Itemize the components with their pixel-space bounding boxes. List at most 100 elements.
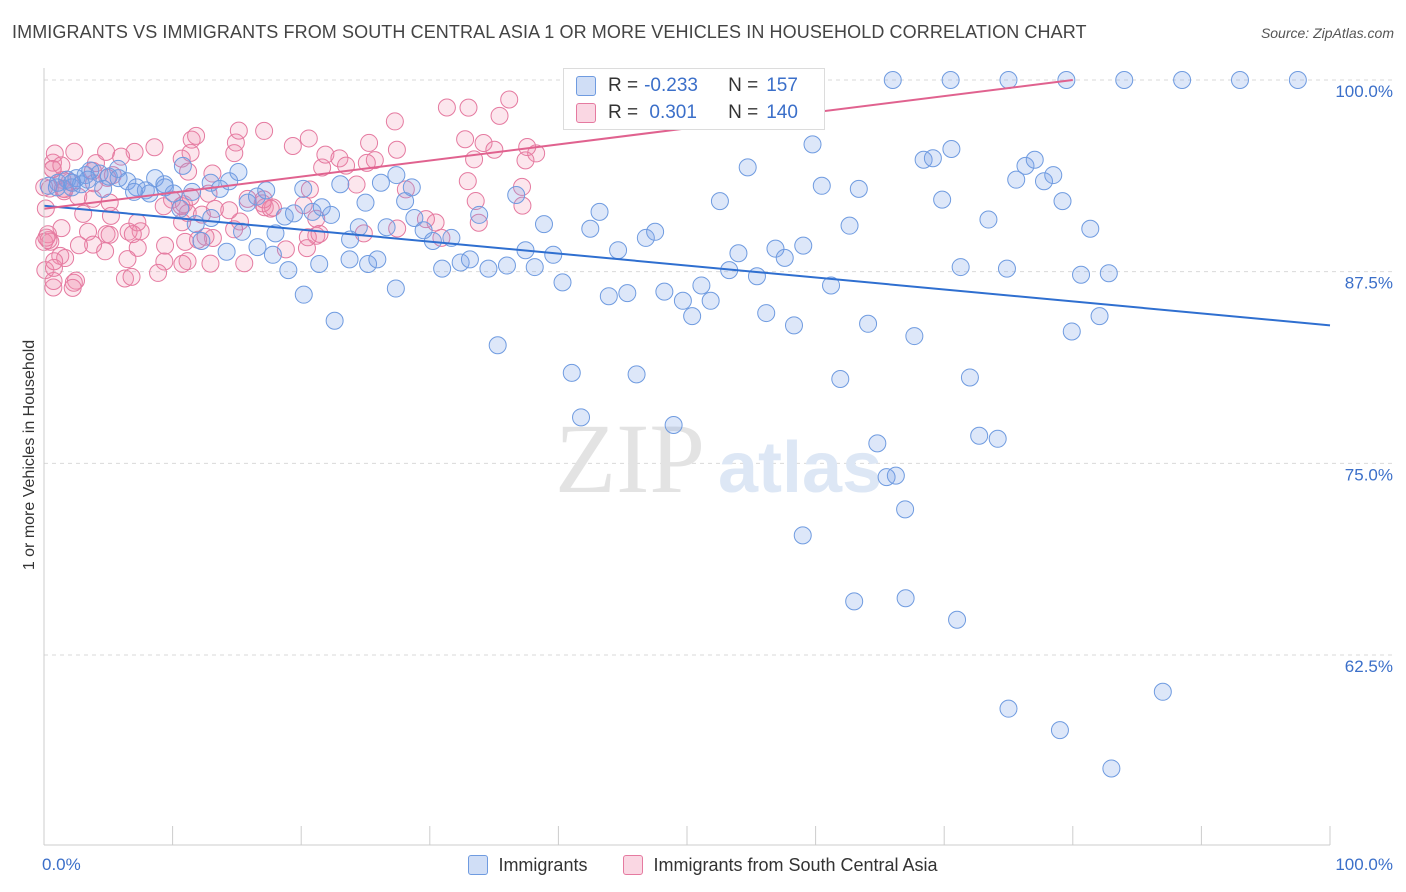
data-point-immigrants xyxy=(646,222,665,241)
data-point-immigrants xyxy=(812,176,831,195)
legend-item-immigrants[interactable]: Immigrants xyxy=(468,855,587,876)
x-tick-label: 0.0% xyxy=(42,855,81,874)
data-point-south-central-asia xyxy=(45,252,64,271)
data-point-immigrants xyxy=(368,250,387,269)
trend-lines xyxy=(43,79,1331,327)
legend-item-south-central-asia[interactable]: Immigrants from South Central Asia xyxy=(623,854,938,876)
data-point-immigrants xyxy=(655,282,674,301)
data-point-immigrants xyxy=(609,241,628,260)
source-label: Source: ZipAtlas.com xyxy=(1260,25,1394,41)
n-label: N = xyxy=(728,102,759,123)
data-point-immigrants xyxy=(294,285,313,304)
data-point-south-central-asia xyxy=(458,172,477,191)
legend-label: Immigrants from South Central Asia xyxy=(653,854,938,875)
data-point-south-central-asia xyxy=(97,142,116,161)
watermark-zip: ZIP xyxy=(555,403,705,514)
data-point-immigrants xyxy=(673,291,692,310)
legend-label: Immigrants xyxy=(498,854,588,875)
data-point-south-central-asia xyxy=(347,175,366,194)
data-point-immigrants xyxy=(371,173,390,192)
r-value: -0.233 xyxy=(644,75,698,96)
blue-swatch xyxy=(576,76,596,96)
data-point-immigrants xyxy=(312,198,331,217)
data-point-south-central-asia xyxy=(115,269,134,288)
data-point-south-central-asia xyxy=(299,129,318,148)
data-point-south-central-asia xyxy=(173,254,192,273)
data-point-south-central-asia xyxy=(178,252,197,271)
data-point-immigrants xyxy=(581,219,600,238)
data-point-immigrants xyxy=(356,193,375,212)
data-point-south-central-asia xyxy=(128,238,147,257)
data-point-south-central-asia xyxy=(385,112,404,131)
data-point-immigrants xyxy=(849,179,868,198)
data-point-immigrants xyxy=(896,500,915,519)
x-tick-labels: 0.0% 100.0% xyxy=(42,855,1393,874)
blue-series-points xyxy=(39,71,1307,778)
pink-series-points xyxy=(35,90,546,297)
data-point-south-central-asia xyxy=(330,149,349,168)
data-point-immigrants xyxy=(831,370,850,388)
data-point-immigrants xyxy=(794,236,813,255)
data-point-south-central-asia xyxy=(44,278,63,297)
data-point-immigrants xyxy=(1034,172,1053,191)
stats-row-south-central-asia: R = 0.301 N = 140 xyxy=(576,102,798,124)
data-point-immigrants xyxy=(618,284,637,303)
data-point-immigrants xyxy=(793,526,812,545)
data-point-immigrants xyxy=(488,336,507,355)
data-point-south-central-asia xyxy=(84,235,103,254)
data-point-south-central-asia xyxy=(37,228,56,247)
data-point-south-central-asia xyxy=(316,145,335,164)
data-point-immigrants xyxy=(859,314,878,333)
data-point-south-central-asia xyxy=(122,267,141,286)
data-point-south-central-asia xyxy=(298,228,317,247)
blue-swatch xyxy=(468,855,489,875)
data-point-immigrants xyxy=(247,187,266,206)
data-point-immigrants xyxy=(997,259,1016,278)
data-point-immigrants xyxy=(63,173,82,192)
data-point-south-central-asia xyxy=(187,126,206,145)
data-point-immigrants xyxy=(1072,265,1091,284)
data-point-immigrants xyxy=(636,228,655,247)
data-point-immigrants xyxy=(340,250,359,269)
data-point-south-central-asia xyxy=(387,140,406,159)
data-point-immigrants xyxy=(845,592,864,611)
data-point-south-central-asia xyxy=(179,162,198,181)
data-point-immigrants xyxy=(886,466,905,485)
data-point-south-central-asia xyxy=(527,144,546,163)
data-point-immigrants xyxy=(1081,219,1100,238)
data-point-immigrants xyxy=(784,316,803,335)
data-point-south-central-asia xyxy=(300,180,319,199)
data-point-immigrants xyxy=(78,170,97,189)
data-point-south-central-asia xyxy=(437,98,456,117)
data-point-immigrants xyxy=(460,250,479,269)
data-point-immigrants xyxy=(497,256,516,275)
data-point-immigrants xyxy=(266,224,285,243)
series-legend: Immigrants Immigrants from South Central… xyxy=(0,852,1406,878)
data-point-south-central-asia xyxy=(255,121,274,140)
data-point-immigrants xyxy=(896,589,915,608)
data-point-immigrants xyxy=(941,71,960,89)
y-axis-label: 1 or more Vehicles in Household xyxy=(21,339,38,571)
data-point-immigrants xyxy=(433,259,452,278)
data-point-south-central-asia xyxy=(203,229,222,248)
stats-legend: R = -0.233 N = 157 R = 0.301 N = 140 xyxy=(563,68,825,130)
data-point-immigrants xyxy=(402,178,421,197)
data-point-immigrants xyxy=(664,416,683,434)
data-point-immigrants xyxy=(710,192,729,211)
data-point-south-central-asia xyxy=(360,133,379,152)
data-point-south-central-asia xyxy=(125,142,144,161)
y-tick-label: 87.5% xyxy=(1345,274,1393,293)
data-point-immigrants xyxy=(386,279,405,298)
data-point-immigrants xyxy=(960,368,979,387)
n-label: N = xyxy=(728,75,759,96)
x-tick-label: 100.0% xyxy=(1335,855,1393,874)
data-point-south-central-asia xyxy=(220,201,239,220)
data-point-south-central-asia xyxy=(44,271,63,290)
data-point-immigrants xyxy=(1062,322,1081,341)
data-point-immigrants xyxy=(303,202,322,221)
r-label: R = xyxy=(608,102,639,123)
data-point-immigrants xyxy=(192,232,211,250)
data-point-south-central-asia xyxy=(69,236,88,255)
data-point-immigrants xyxy=(229,163,248,181)
data-point-south-central-asia xyxy=(283,136,302,155)
